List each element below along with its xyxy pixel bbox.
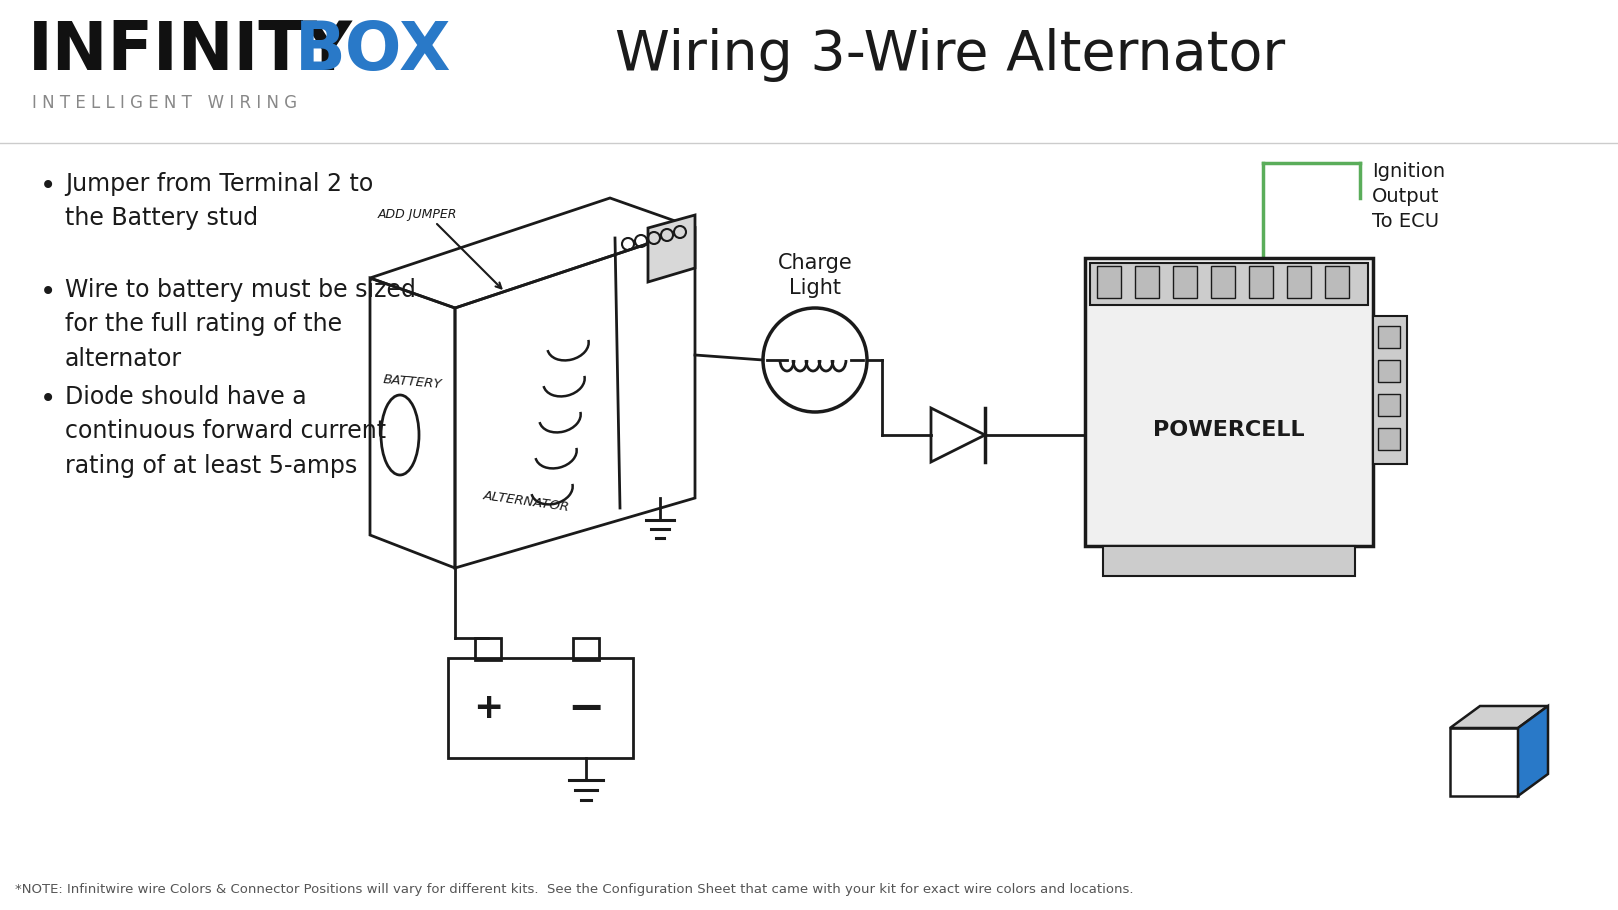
- FancyBboxPatch shape: [1325, 266, 1349, 298]
- Text: Charge
Light: Charge Light: [778, 253, 853, 298]
- Text: •: •: [40, 278, 57, 306]
- FancyBboxPatch shape: [1086, 258, 1374, 546]
- Text: I N T E L L I G E N T   W I R I N G: I N T E L L I G E N T W I R I N G: [32, 94, 298, 112]
- FancyBboxPatch shape: [1249, 266, 1273, 298]
- FancyBboxPatch shape: [1286, 266, 1311, 298]
- Text: Wiring 3-Wire Alternator: Wiring 3-Wire Alternator: [615, 28, 1285, 82]
- Text: Jumper from Terminal 2 to
the Battery stud: Jumper from Terminal 2 to the Battery st…: [65, 172, 374, 230]
- Text: ALTERNATOR: ALTERNATOR: [482, 490, 570, 514]
- FancyBboxPatch shape: [1379, 394, 1400, 416]
- Polygon shape: [1450, 728, 1518, 796]
- Polygon shape: [1518, 706, 1548, 796]
- FancyBboxPatch shape: [1379, 326, 1400, 348]
- FancyBboxPatch shape: [1173, 266, 1197, 298]
- Text: Diode should have a
continuous forward current
rating of at least 5-amps: Diode should have a continuous forward c…: [65, 385, 387, 478]
- FancyBboxPatch shape: [1379, 360, 1400, 382]
- Text: INFINITY: INFINITY: [28, 18, 353, 84]
- Text: ADD JUMPER: ADD JUMPER: [379, 208, 458, 221]
- Text: •: •: [40, 385, 57, 413]
- FancyBboxPatch shape: [1097, 266, 1121, 298]
- Text: BATTERY: BATTERY: [382, 373, 442, 391]
- FancyBboxPatch shape: [1379, 428, 1400, 450]
- Polygon shape: [1450, 706, 1548, 728]
- FancyBboxPatch shape: [1210, 266, 1235, 298]
- Text: *NOTE: Infinitwire wire Colors & Connector Positions will vary for different kit: *NOTE: Infinitwire wire Colors & Connect…: [15, 883, 1134, 896]
- FancyBboxPatch shape: [1091, 263, 1367, 305]
- Text: POWERCELL: POWERCELL: [1154, 420, 1304, 440]
- FancyBboxPatch shape: [1103, 546, 1354, 576]
- Text: +: +: [472, 691, 503, 725]
- Text: •: •: [40, 172, 57, 200]
- FancyBboxPatch shape: [1134, 266, 1158, 298]
- FancyBboxPatch shape: [1374, 316, 1408, 464]
- Text: BOX: BOX: [294, 18, 451, 84]
- Text: Ignition
Output
To ECU: Ignition Output To ECU: [1372, 162, 1445, 231]
- Text: −: −: [568, 686, 605, 730]
- Polygon shape: [647, 215, 696, 282]
- Text: Wire to battery must be sized
for the full rating of the
alternator: Wire to battery must be sized for the fu…: [65, 278, 416, 371]
